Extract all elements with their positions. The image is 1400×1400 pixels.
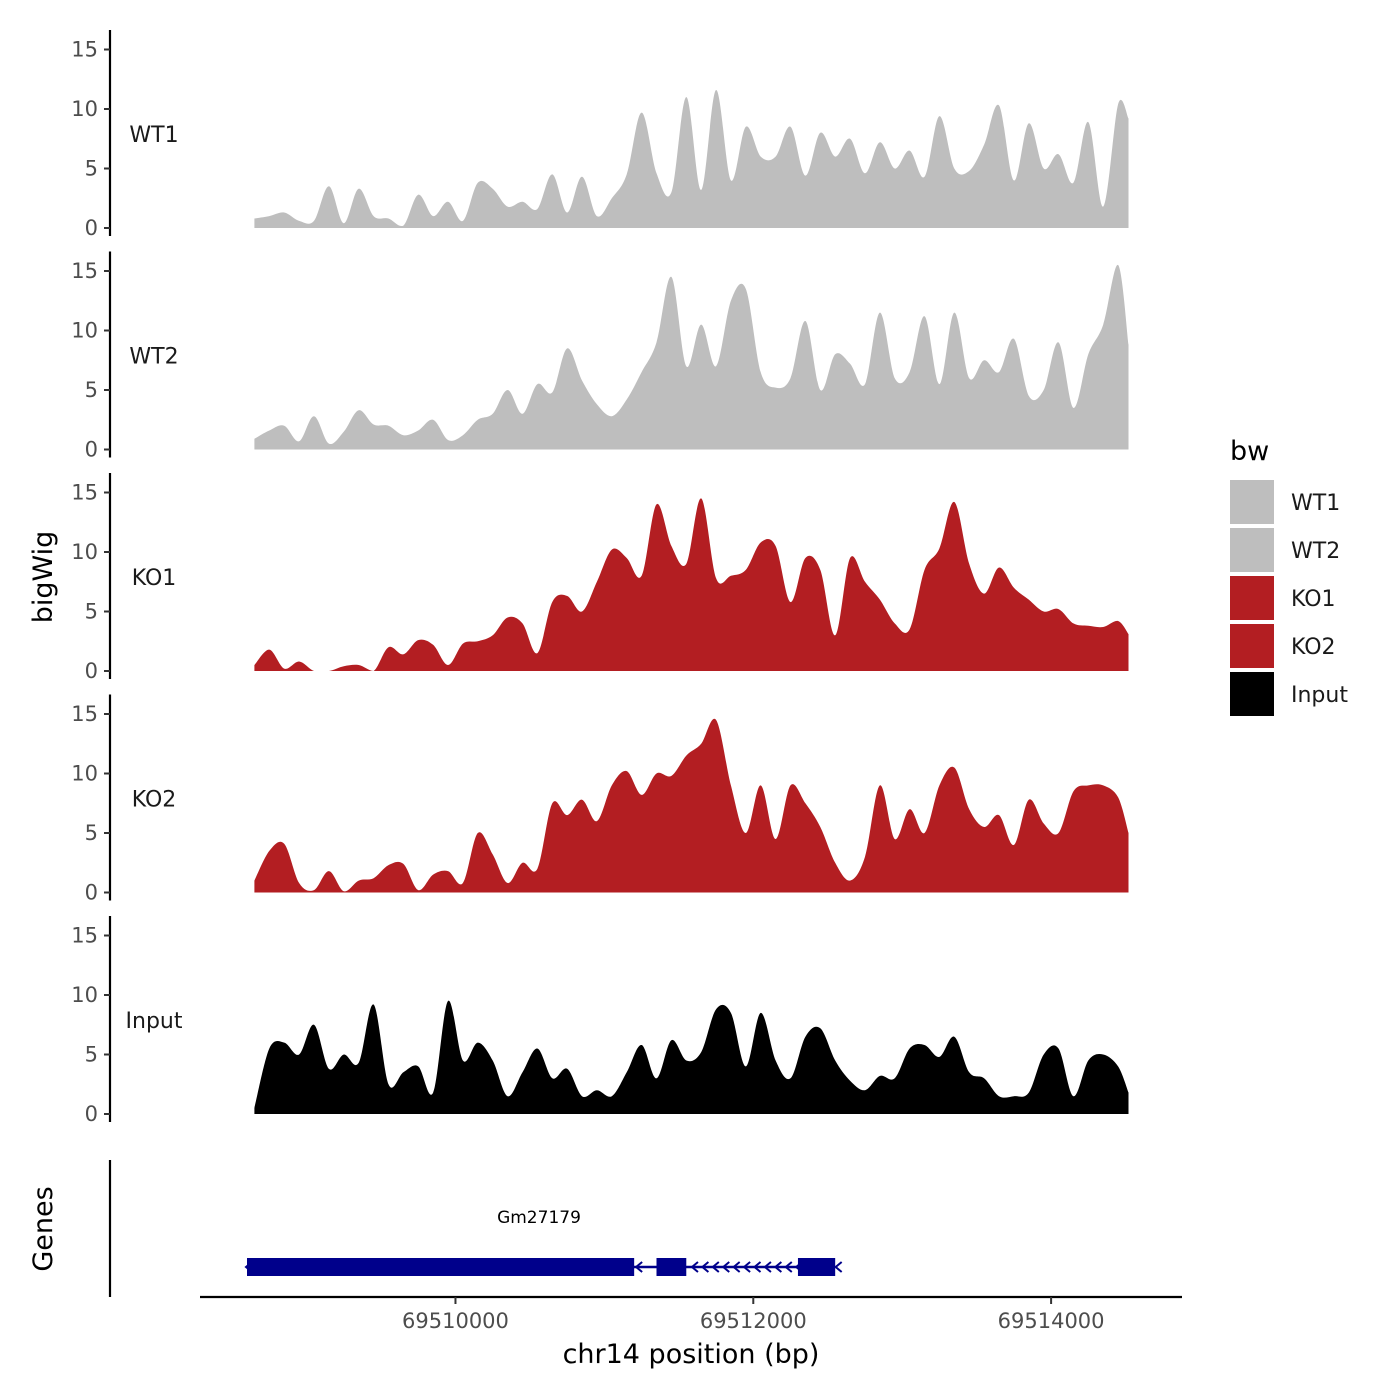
signal-area-wt2: [254, 264, 1129, 450]
gene-exon: [656, 1258, 687, 1276]
track-label: KO1: [132, 566, 177, 591]
y-tick-label: 15: [71, 38, 98, 62]
y-tick-label: 5: [85, 821, 98, 845]
track-label: WT2: [129, 345, 178, 370]
strand-arrow: [711, 1261, 720, 1273]
strand-arrow: [794, 1261, 803, 1273]
track-label: WT1: [129, 123, 178, 148]
y-tick-label: 10: [71, 983, 98, 1007]
signal-area-input: [254, 1000, 1129, 1114]
y-tick-label: 0: [85, 659, 98, 683]
legend-key-ko1: [1230, 576, 1274, 620]
y-tick-label: 15: [71, 481, 98, 505]
strand-arrow: [784, 1261, 793, 1273]
strand-arrow: [752, 1261, 762, 1273]
signal-tracks: 0 5 10 15 WT1 0 5 10 15 WT2 0 5 10 15 KO1 0 5 10 15 KO2 0 5 10…: [71, 30, 1129, 1126]
legend-key-ko2: [1230, 624, 1274, 668]
legend-key-wt1: [1230, 480, 1274, 524]
y-tick-label: 5: [85, 1043, 98, 1067]
legend-label-input: Input: [1291, 683, 1348, 708]
strand-arrow: [721, 1261, 730, 1273]
y-tick-label: 5: [85, 600, 98, 624]
track-ko2: 0 5 10 15 KO2: [71, 694, 1129, 905]
y-tick-label: 0: [85, 438, 98, 462]
legend: bw WT1 WT2 KO1 KO2 Input: [1230, 436, 1348, 716]
y-tick-label: 15: [71, 924, 98, 948]
x-tick-label: 69514000: [998, 1309, 1105, 1333]
strand-arrow: [763, 1261, 772, 1273]
strand-arrow: [834, 1261, 843, 1273]
y-tick-label: 5: [85, 157, 98, 181]
y-tick-label: 0: [85, 1102, 98, 1126]
strand-arrow: [700, 1261, 710, 1273]
strand-arrow: [742, 1261, 751, 1273]
genes-axis-title: Genes: [28, 1186, 59, 1271]
y-tick-label: 10: [71, 97, 98, 121]
y-tick-label: 15: [71, 259, 98, 283]
strand-arrow: [634, 1261, 643, 1273]
y-tick-label: 10: [71, 319, 98, 343]
track-wt1: 0 5 10 15 WT1: [71, 30, 1129, 240]
track-label: Input: [126, 1009, 183, 1034]
y-tick-label: 0: [85, 881, 98, 905]
track-wt2: 0 5 10 15 WT2: [71, 251, 1129, 462]
legend-label-wt2: WT2: [1291, 539, 1340, 564]
legend-key-wt2: [1230, 528, 1274, 572]
x-tick-label: 69510000: [402, 1309, 509, 1333]
y-tick-label: 0: [85, 216, 98, 240]
legend-title: bw: [1230, 436, 1269, 467]
y-tick-label: 5: [85, 378, 98, 402]
x-axis-ticks: 69510000 69512000 69514000: [402, 1297, 1105, 1333]
strand-arrow: [690, 1261, 699, 1273]
track-input: 0 5 10 15 Input: [71, 916, 1129, 1126]
gene-name-label: Gm27179: [497, 1208, 581, 1228]
gene-track: Gm27179: [108, 1160, 843, 1297]
x-axis-title: chr14 position (bp): [563, 1339, 820, 1370]
track-label: KO2: [132, 788, 177, 813]
y-axis-title: bigWig: [28, 531, 59, 624]
gene-exon: [797, 1258, 836, 1276]
strand-arrow: [773, 1261, 783, 1273]
signal-area-wt1: [254, 89, 1129, 228]
legend-label-ko2: KO2: [1291, 635, 1336, 660]
y-tick-label: 10: [71, 762, 98, 786]
strand-arrow: [244, 1261, 253, 1273]
legend-label-wt1: WT1: [1291, 491, 1340, 516]
legend-key-input: [1230, 672, 1274, 716]
track-ko1: 0 5 10 15 KO1: [71, 473, 1129, 683]
signal-area-ko2: [254, 718, 1129, 893]
gene-exon: [247, 1258, 635, 1276]
strand-arrow: [732, 1261, 741, 1273]
y-tick-label: 10: [71, 540, 98, 564]
signal-area-ko1: [254, 498, 1129, 671]
x-tick-label: 69512000: [700, 1309, 807, 1333]
y-tick-label: 15: [71, 702, 98, 726]
legend-label-ko1: KO1: [1291, 587, 1336, 612]
